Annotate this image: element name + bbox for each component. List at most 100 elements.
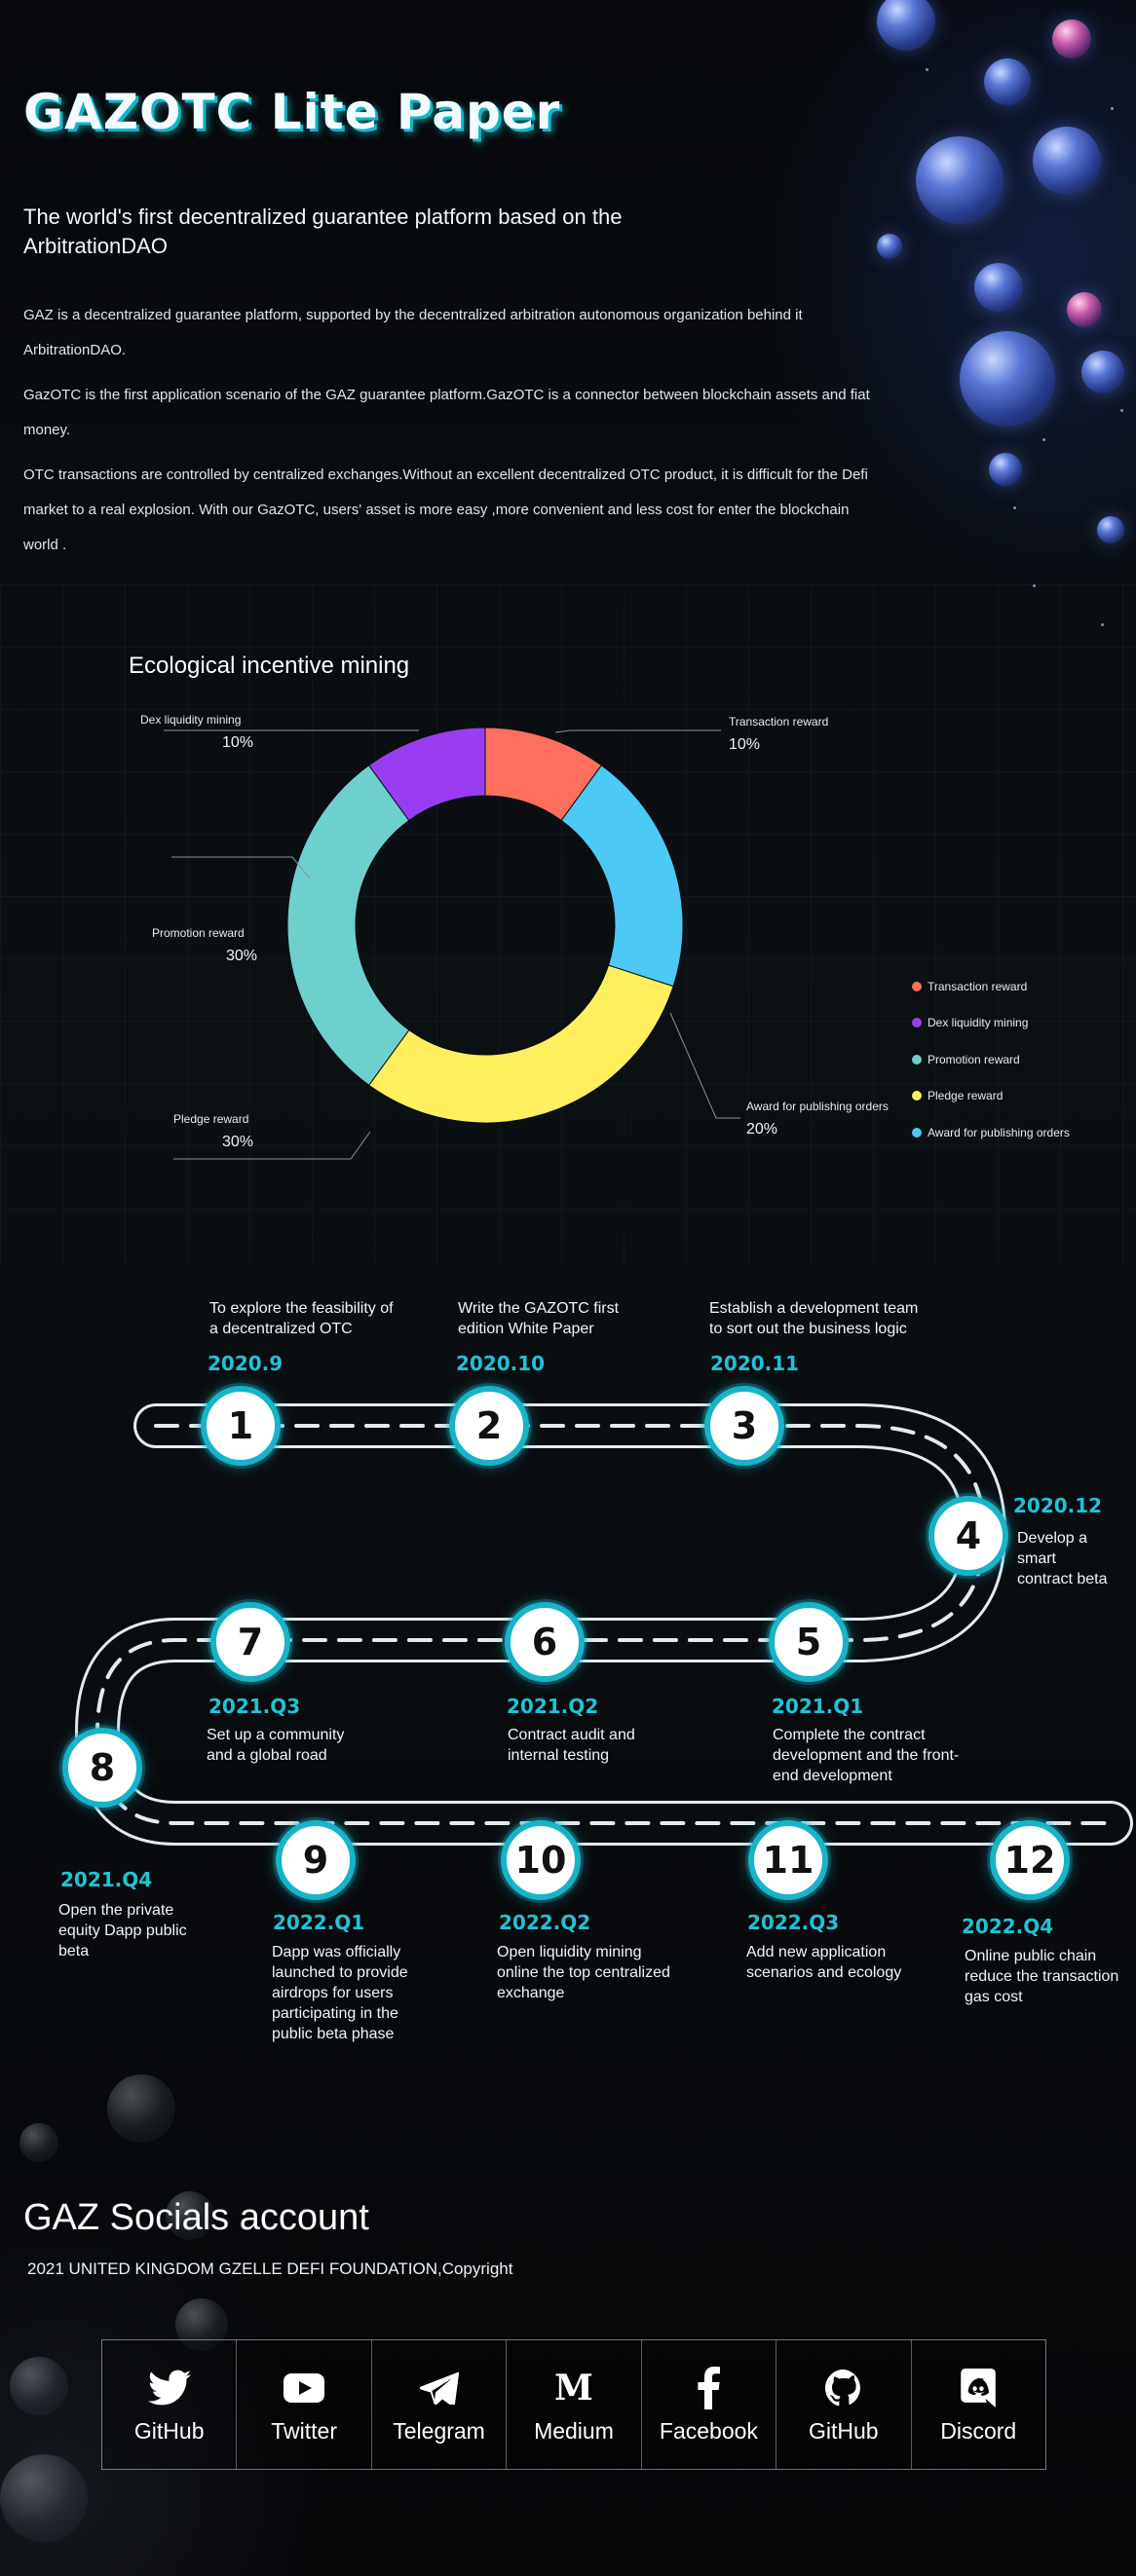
mining-donut-chart [164,727,740,1160]
mining-heading: Ecological incentive mining [129,653,410,679]
milestone-date: 2020.10 [456,1352,546,1375]
milestone-description: To explore the feasibility of a decentra… [209,1300,394,1337]
social-link-medium[interactable]: M Medium [507,2340,642,2469]
social-label: Medium [534,2417,614,2444]
pie-pct-pledge: 30% [222,1134,254,1150]
social-label: Facebook [659,2417,758,2444]
milestone-date: 2021.Q3 [208,1695,301,1718]
pie-leader-line [669,1012,740,1119]
page-subtitle: The world's first decentralized guarante… [23,205,623,258]
milestone-date: 2020.9 [208,1352,284,1375]
legend-swatch [912,982,922,991]
legend-swatch [912,1128,922,1138]
legend-text: Pledge reward [928,1089,1003,1102]
discord-icon [956,2366,1001,2410]
social-label: Discord [940,2417,1017,2444]
legend-text: Award for publishing orders [928,1126,1070,1139]
milestone-date: 2021.Q2 [507,1695,599,1718]
intro-paragraph-3: OTC transactions are controlled by centr… [23,467,868,553]
pie-pct-award: 20% [746,1121,778,1138]
social-link-twitter[interactable]: Twitter [237,2340,372,2469]
pie-pct-dex: 10% [222,734,254,751]
milestone-date: 2022.Q1 [273,1911,365,1934]
milestone-description: Dapp was officially launched to provide … [272,1944,408,2042]
legend-item: Dex liquidity mining [912,1015,1029,1030]
legend-item: Award for publishing orders [912,1125,1070,1140]
social-label: Twitter [271,2417,337,2444]
legend-text: Dex liquidity mining [928,1016,1029,1029]
milestone-circle: 10 [501,1820,581,1900]
social-link-telegram[interactable]: Telegram [372,2340,508,2469]
social-link-github[interactable]: GitHub [102,2340,238,2469]
milestone-circle: 9 [276,1820,356,1900]
pie-label-dex: Dex liquidity mining [140,713,242,727]
social-link-discord[interactable]: Discord [912,2340,1045,2469]
milestone-date: 2021.Q1 [772,1695,864,1718]
pie-leader-line [173,1131,371,1160]
page-title: GAZOTC Lite Paper [23,84,561,140]
legend-text: Transaction reward [928,980,1028,993]
milestone-description: Complete the contract development and th… [773,1727,960,1784]
milestone-date: 2022.Q4 [962,1915,1054,1938]
milestone-date: 2021.Q4 [60,1868,153,1891]
milestone-circle: 4 [928,1496,1008,1576]
milestone-circle: 8 [62,1728,142,1808]
medium-m-icon: M [554,2367,593,2408]
legend-swatch [912,1055,922,1064]
pie-pct-promotion: 30% [226,948,258,964]
pie-slice [560,765,684,988]
github-cat-icon [821,2366,866,2410]
intro-paragraph-1: GAZ is a decentralized guarantee platfor… [23,307,803,358]
pie-slice [367,727,486,822]
milestone-circle: 11 [748,1820,828,1900]
pie-slice [367,964,674,1124]
socials-heading: GAZ Socials account [23,2197,369,2238]
milestone-description: Open the private equity Dapp public beta [58,1902,187,1960]
milestone-description: Develop a smart contract beta [1017,1530,1108,1587]
social-link-github-2[interactable]: GitHub [776,2340,912,2469]
pie-slice [286,765,410,1086]
copyright-text: 2021 UNITED KINGDOM GZELLE DEFI FOUNDATI… [27,2259,513,2278]
legend-item: Pledge reward [912,1088,1003,1103]
milestone-date: 2022.Q2 [499,1911,591,1934]
milestone-description: Online public chain reduce the transacti… [965,1948,1119,2005]
youtube-play-icon [282,2366,326,2410]
milestone-description: Open liquidity mining online the top cen… [497,1944,670,2001]
social-link-facebook[interactable]: Facebook [642,2340,777,2469]
milestone-description: Contract audit and internal testing [508,1727,635,1764]
socials-bar: GitHub Twitter Telegram M Medium Faceboo… [101,2339,1046,2470]
milestone-circle: 5 [769,1602,849,1682]
legend-swatch [912,1018,922,1027]
legend-item: Transaction reward [912,979,1028,994]
grid-background [0,584,1136,1266]
pie-leader-line [171,856,311,879]
milestone-date: 2020.11 [710,1352,800,1375]
social-label: GitHub [133,2417,205,2444]
milestone-description: Set up a community and a global road [207,1727,345,1764]
social-label: GitHub [809,2417,879,2444]
legend-swatch [912,1091,922,1101]
pie-label-award: Award for publishing orders [746,1100,889,1113]
pie-pct-transaction: 10% [729,736,761,753]
milestone-circle: 3 [704,1386,784,1466]
milestone-date: 2022.Q3 [747,1911,840,1934]
intro-paragraph-2: GazOTC is the first application scenario… [23,387,870,438]
milestone-description: Add new application scenarios and ecolog… [746,1944,902,1981]
social-label: Telegram [393,2417,485,2444]
milestone-circle: 12 [990,1820,1070,1900]
pie-label-promotion: Promotion reward [152,926,245,940]
milestone-description: Write the GAZOTC first edition White Pap… [458,1300,620,1337]
pie-leader-line [554,729,721,733]
legend-text: Promotion reward [928,1053,1020,1066]
milestone-circle: 1 [201,1386,281,1466]
pie-label-transaction: Transaction reward [729,715,829,728]
milestone-description: Establish a development team to sort out… [709,1300,919,1337]
facebook-f-icon [686,2366,731,2410]
legend-item: Promotion reward [912,1052,1020,1067]
pie-label-pledge: Pledge reward [173,1112,249,1126]
milestone-date: 2020.12 [1013,1494,1103,1517]
milestone-circle: 6 [505,1602,585,1682]
twitter-bird-icon [147,2366,192,2410]
telegram-plane-icon [417,2366,462,2410]
